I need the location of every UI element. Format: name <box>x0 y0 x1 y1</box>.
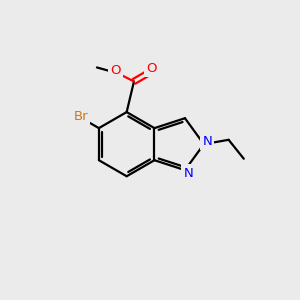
Text: N: N <box>202 135 212 148</box>
Text: Br: Br <box>73 110 88 123</box>
Text: O: O <box>110 64 121 77</box>
Text: O: O <box>146 62 157 75</box>
Text: N: N <box>184 167 193 179</box>
